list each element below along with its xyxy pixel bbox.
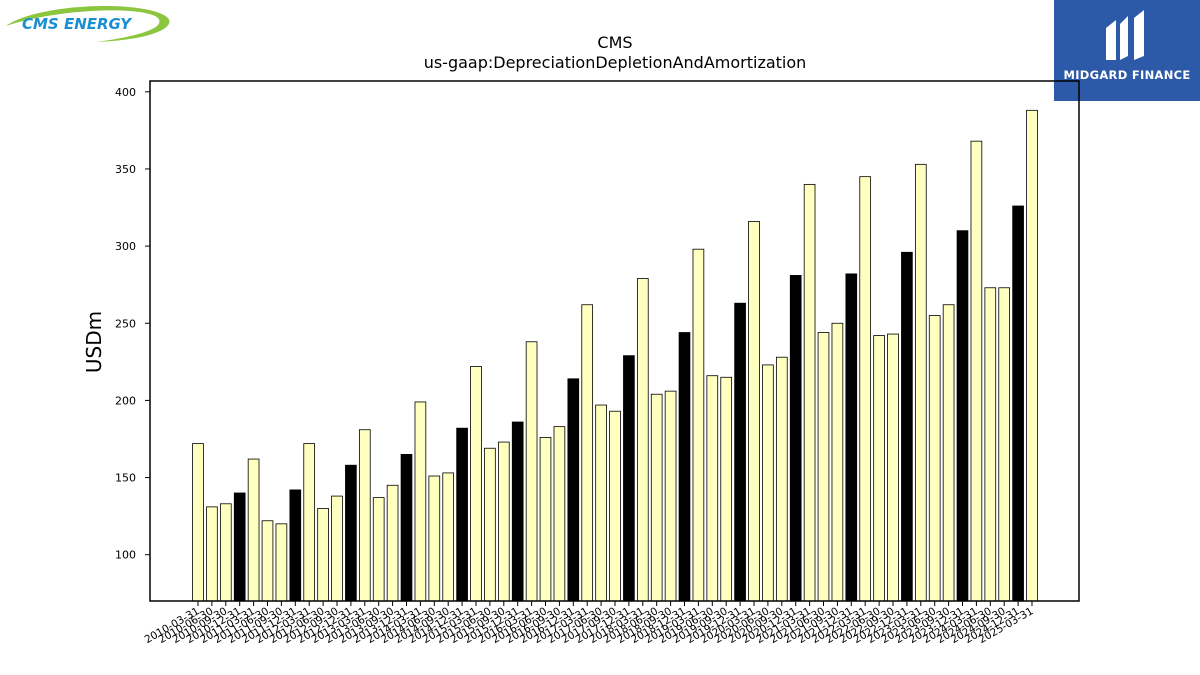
bar-2021-03-31 [803,183,816,602]
bar-2011-06-30 [261,520,274,602]
bar-2021-12-31 [845,273,858,602]
bar-2023-12-31 [956,230,969,602]
bar-2016-09-30 [553,426,566,602]
bar-2015-12-31 [511,421,524,602]
bar-2019-12-31 [734,302,746,602]
bar-2022-12-31 [901,251,913,602]
bar-2024-09-30 [998,287,1011,602]
bar-2024-03-31 [970,140,983,602]
bar-2011-03-31 [247,458,260,602]
y-tick-label-200: 200 [115,394,136,407]
bar-2015-06-30 [484,447,496,602]
x-axis-ticks: 2010-03-312010-06-302010-09-302010-12-31… [143,601,1036,646]
bar-2023-03-31 [914,163,927,602]
bar-2025-03-31 [1026,109,1038,602]
bars-group [192,109,1038,602]
bar-2020-12-31 [789,275,802,602]
bar-2016-06-30 [539,437,552,602]
logo-mark-left [1106,20,1116,60]
bar-2011-12-31 [289,489,302,602]
bar-2016-03-31 [525,341,538,602]
bar-2019-06-30 [706,375,719,602]
bar-2013-03-31 [358,429,371,602]
y-tick-label-100: 100 [115,549,136,562]
y-tick-label-150: 150 [115,472,136,485]
bar-2012-06-30 [317,508,329,602]
y-axis-ticks: 100 150 200 250 300 350 400 [115,86,150,562]
y-tick-label-300: 300 [115,240,136,253]
bar-2013-06-30 [372,497,385,602]
bar-2012-03-31 [303,443,316,602]
bar-2021-06-30 [817,332,830,602]
midgard-finance-logo: MIDGARD FINANCE [1054,0,1200,101]
bar-2010-06-30 [206,506,218,602]
cms-energy-logo-graphic: CMS ENERGY [6,6,170,42]
bar-2013-12-31 [400,454,413,602]
bar-2010-03-31 [192,443,204,602]
bar-2024-06-30 [984,287,997,602]
bar-2014-06-30 [428,475,441,602]
bar-2016-12-31 [567,378,580,602]
bar-2018-12-31 [678,332,691,602]
bar-2012-09-30 [331,495,343,602]
midgard-finance-text: MIDGARD FINANCE [1063,68,1191,82]
bar-2015-09-30 [497,441,510,602]
y-tick-label-350: 350 [115,163,136,176]
bar-2023-09-30 [942,304,955,602]
bar-2019-09-30 [720,376,733,602]
bar-2014-03-31 [414,401,427,602]
bar-2024-12-31 [1012,205,1024,602]
bar-2017-06-30 [595,404,607,602]
logo-swoosh [6,6,170,42]
bar-2011-09-30 [275,523,288,602]
bar-2013-09-30 [386,484,399,602]
midgard-finance-mark [1106,10,1144,60]
bar-2014-09-30 [442,472,455,602]
cms-energy-logo: CMS ENERGY [0,0,180,48]
bar-2020-03-31 [748,221,760,602]
bar-2018-03-31 [636,278,649,602]
bar-2012-12-31 [345,464,357,602]
logo-mark-mid [1120,16,1128,60]
bar-2022-06-30 [873,335,885,602]
plot-area-frame [149,80,1080,602]
logo-text: CMS ENERGY [22,15,133,33]
bar-2018-09-30 [664,390,677,602]
bar-2020-09-30 [775,356,788,602]
bar-2014-12-31 [456,427,468,602]
bar-2015-03-31 [470,366,482,602]
bar-2017-03-31 [581,304,594,602]
y-tick-label-400: 400 [115,86,136,99]
bar-2022-03-31 [859,176,872,602]
bar-2010-09-30 [219,503,232,602]
bar-2017-09-30 [609,410,621,602]
logo-mark-right [1134,10,1144,60]
bar-2019-03-31 [692,248,705,602]
bar-2010-12-31 [233,492,246,602]
bar-2021-09-30 [831,322,844,602]
y-axis-label: USDm [82,311,106,373]
y-tick-label-250: 250 [115,317,136,330]
bar-2022-09-30 [887,333,899,602]
chart-subtitle: us-gaap:DepreciationDepletionAndAmortiza… [424,53,807,72]
bar-2023-06-30 [928,315,941,602]
bar-2018-06-30 [650,393,663,602]
bar-2020-06-30 [762,364,774,602]
bar-2017-12-31 [623,355,635,602]
chart-title: CMS [597,33,632,52]
